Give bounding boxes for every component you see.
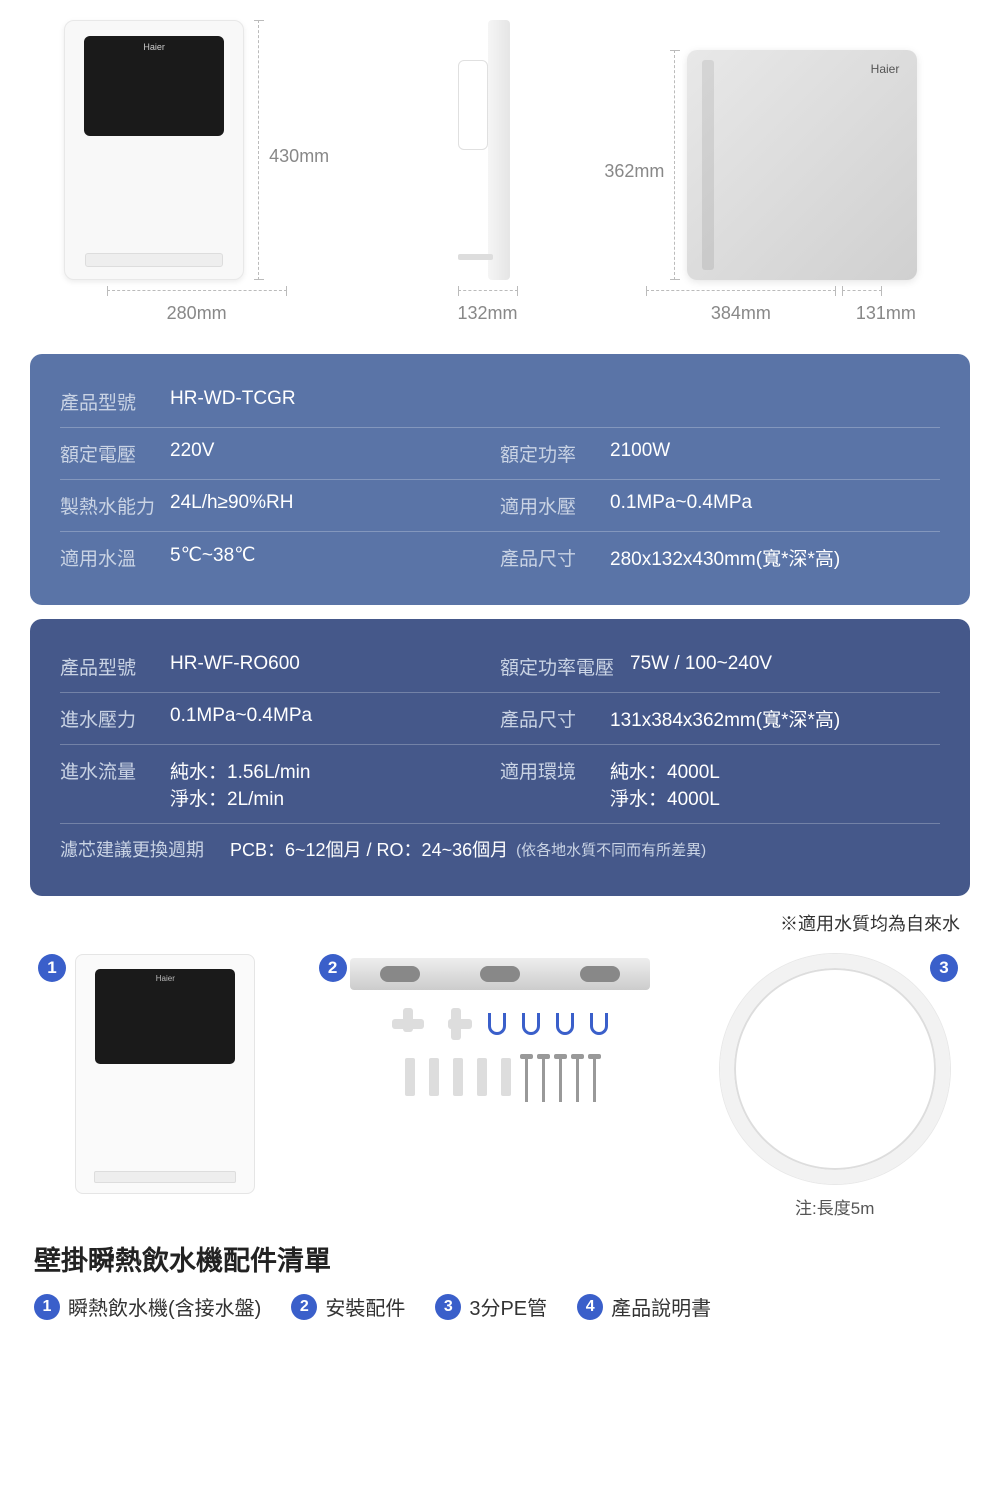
spec-note: (依各地水質不同而有所差異) <box>516 839 706 860</box>
spec-value: 24L/h≥90%RH <box>170 492 500 519</box>
spec-value: 2100W <box>610 440 940 467</box>
spec-label: 適用水壓 <box>500 492 610 519</box>
box-depth-dimension: 131mm <box>836 303 936 324</box>
spec-value: 220V <box>170 440 500 467</box>
legend-item: 2 安裝配件 <box>291 1292 405 1321</box>
spec-value: 純水：4000L 淨水：4000L <box>610 757 940 811</box>
legend-label: 產品說明書 <box>611 1292 711 1321</box>
spec-value: HR-WF-RO600 <box>170 653 500 680</box>
dimension-diagrams: Haier 430mm 280mm 132mm 362mm <box>30 20 970 324</box>
water-quality-footnote: ※適用水質均為自來水 <box>30 910 960 936</box>
legend-num: 2 <box>291 1294 317 1320</box>
pe-tube-illustration <box>720 954 950 1184</box>
spec-label: 額定功率電壓 <box>500 653 630 680</box>
legend-num: 3 <box>435 1294 461 1320</box>
accessory-badge: 2 <box>319 954 347 982</box>
spec-label: 適用環境 <box>500 757 610 811</box>
accessories-legend: 1 瞬熱飲水機(含接水盤) 2 安裝配件 3 3分PE管 4 產品說明書 <box>30 1292 970 1321</box>
accessory-item-3: 3 注:長度5m <box>699 954 970 1219</box>
height-dimension: 430mm <box>269 146 329 167</box>
tube-length-note: 注:長度5m <box>795 1194 874 1219</box>
legend-label: 安裝配件 <box>325 1292 405 1321</box>
spec-label: 額定功率 <box>500 440 610 467</box>
filter-unit-illustration: Haier <box>687 50 917 280</box>
filter-box-view: 362mm Haier 384mm 131mm <box>586 50 936 324</box>
accessory-item-2: 2 <box>311 954 690 1102</box>
spec-value: 5℃~38℃ <box>170 544 500 571</box>
spec-label: 進水流量 <box>60 757 170 811</box>
brand-label: Haier <box>84 36 224 52</box>
spec-label: 額定電壓 <box>60 440 170 467</box>
dispenser-front-illustration: Haier <box>64 20 244 280</box>
box-width-dimension: 384mm <box>646 303 836 324</box>
legend-label: 瞬熱飲水機(含接水盤) <box>68 1292 261 1321</box>
product-spec-page: Haier 430mm 280mm 132mm 362mm <box>0 0 1000 1341</box>
spec-label: 產品型號 <box>60 388 170 415</box>
spec-panel-filter: 產品型號 HR-WF-RO600 額定功率電壓 75W / 100~240V 進… <box>30 619 970 896</box>
spec-panel-dispenser: 產品型號 HR-WD-TCGR 額定電壓 220V 額定功率 2100W 製熱水… <box>30 354 970 605</box>
spec-value: 0.1MPa~0.4MPa <box>610 492 940 519</box>
product-side-view: 132mm <box>458 20 518 324</box>
spec-label: 進水壓力 <box>60 705 170 732</box>
brand-label: Haier <box>871 62 900 76</box>
spec-value: 純水：1.56L/min 淨水：2L/min <box>170 757 500 811</box>
legend-label: 3分PE管 <box>469 1292 547 1321</box>
width-dimension: 280mm <box>167 303 227 324</box>
spec-value: 75W / 100~240V <box>630 653 940 680</box>
spec-value: 0.1MPa~0.4MPa <box>170 705 500 732</box>
product-front-view: Haier 430mm 280mm <box>64 20 389 324</box>
accessory-badge: 3 <box>930 954 958 982</box>
accessory-item-1: 1 Haier <box>30 954 301 1194</box>
spec-value: HR-WD-TCGR <box>170 388 500 415</box>
spec-value: 280x132x430mm(寬*深*高) <box>610 544 940 571</box>
dispenser-illustration: Haier <box>75 954 255 1194</box>
spec-value: PCB：6~12個月 / RO：24~36個月 <box>230 836 508 862</box>
accessories-list-title: 壁掛瞬熱飲水機配件清單 <box>34 1239 970 1278</box>
install-parts-illustration <box>340 954 660 1102</box>
legend-num: 1 <box>34 1294 60 1320</box>
legend-item: 4 產品說明書 <box>577 1292 711 1321</box>
spec-label: 產品尺寸 <box>500 705 610 732</box>
spec-value: 131x384x362mm(寬*深*高) <box>610 705 940 732</box>
spec-label: 產品型號 <box>60 653 170 680</box>
depth-dimension: 132mm <box>458 303 518 324</box>
dispenser-side-illustration <box>458 20 518 280</box>
accessories-illustrations: 1 Haier 2 3 注:長度5m <box>30 954 970 1219</box>
spec-label: 濾芯建議更換週期 <box>60 836 230 862</box>
spec-label: 適用水溫 <box>60 544 170 571</box>
spec-label: 產品尺寸 <box>500 544 610 571</box>
legend-item: 3 3分PE管 <box>435 1292 547 1321</box>
legend-num: 4 <box>577 1294 603 1320</box>
accessory-badge: 1 <box>38 954 66 982</box>
spec-label: 製熱水能力 <box>60 492 170 519</box>
box-height-dimension: 362mm <box>604 161 664 182</box>
legend-item: 1 瞬熱飲水機(含接水盤) <box>34 1292 261 1321</box>
